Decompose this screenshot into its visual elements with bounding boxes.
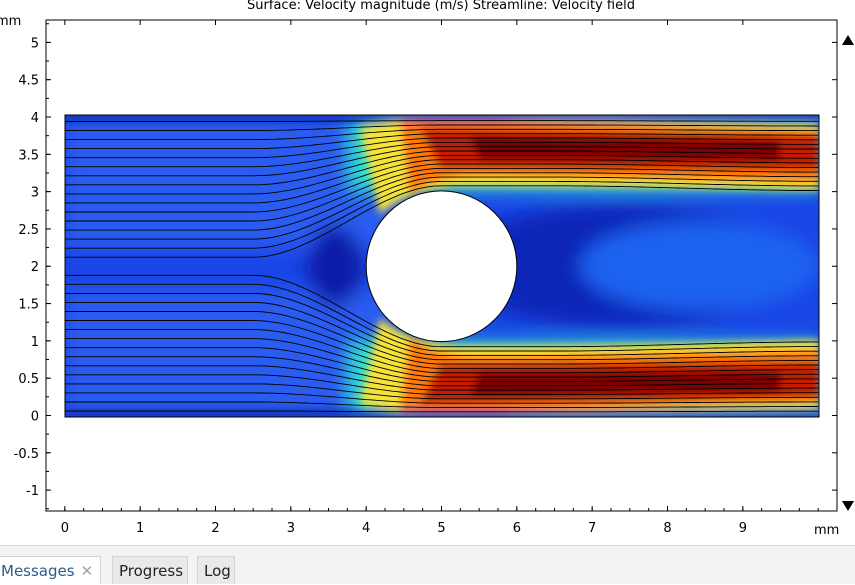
streamline [65,401,819,408]
x-unit-label: mm [814,523,839,538]
streamline [65,120,819,122]
y-tick-label: 0.5 [18,372,39,387]
bottom-panel-tabbar: Messages ✕ Progress Log [0,545,855,584]
x-tick-label: 5 [437,521,445,536]
streamline [65,185,819,258]
y-tick-label: -0.5 [14,447,39,462]
y-tick-label: 3 [31,186,39,201]
y-tick-label: 4 [31,111,39,126]
plot-area[interactable]: Surface: Velocity magnitude (m/s) Stream… [0,0,855,545]
streamline [65,146,819,177]
y-axis: 5 4.5 4 3.5 3 2.5 2 1.5 1 0.5 0 -0.5 -1 [14,23,837,510]
x-tick-label: 1 [136,521,144,536]
y-tick-label: 3.5 [18,148,39,163]
x-tick-label: 4 [362,521,370,536]
streamline [65,124,819,131]
x-axis: 0 1 2 3 4 5 6 7 8 9 [61,20,819,536]
streamline [65,159,819,204]
streamline [65,383,819,400]
x-tick-label: 3 [287,521,295,536]
streamline [65,347,819,382]
tab-progress-label: Progress [119,562,184,580]
tab-messages[interactable]: Messages ✕ [0,556,101,584]
streamline [65,365,819,391]
y-tick-label: 1 [31,335,39,350]
streamline [65,292,819,356]
close-icon[interactable]: ✕ [80,562,94,580]
cylinder-obstacle [365,190,518,343]
x-tick-label: 9 [739,521,747,536]
streamlines [65,120,819,413]
streamline [65,172,819,231]
y-tick-label: -1 [26,484,39,499]
y-tick-label: 2.5 [18,223,39,238]
streamline [65,176,819,240]
plot-title: Surface: Velocity magnitude (m/s) Stream… [247,0,635,13]
x-tick-label: 0 [61,521,69,536]
scroll-up-icon[interactable] [841,32,855,46]
streamline [65,392,819,404]
streamline [65,338,819,378]
scroll-down-icon[interactable] [841,498,855,512]
streamline [65,410,819,413]
x-tick-label: 6 [513,521,521,536]
x-tick-label: 2 [211,521,219,536]
y-tick-label: 4.5 [18,74,39,89]
tab-log[interactable]: Log [197,556,235,584]
streamline [65,141,819,168]
streamline [65,167,819,222]
tab-log-label: Log [204,562,231,580]
streamline [65,128,819,141]
x-tick-label: 7 [588,521,596,536]
domain-border [64,114,820,418]
tab-progress[interactable]: Progress [112,556,188,584]
x-tick-label: 8 [663,521,671,536]
streamline [65,180,819,249]
y-tick-label: 0 [31,409,39,424]
streamline [65,154,819,195]
y-unit-label: mm [0,14,21,29]
streamline [65,329,819,374]
streamline [65,320,819,369]
streamline [65,301,819,361]
y-tick-label: 5 [31,36,39,51]
streamline [65,163,819,213]
streamline [65,137,819,159]
y-tick-label: 2 [31,260,39,275]
streamline [65,374,819,395]
tab-messages-label: Messages [1,562,75,580]
streamline [65,311,819,365]
streamline [65,356,819,387]
streamline [65,283,819,352]
streamline [65,274,819,348]
streamline [65,150,819,186]
y-tick-label: 1.5 [18,298,39,313]
streamline [65,133,819,150]
